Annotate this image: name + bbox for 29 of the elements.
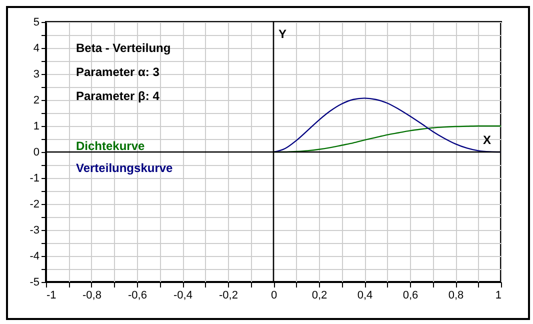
x-tick-label: 1 — [495, 290, 502, 302]
y-tick-label: -1 — [30, 172, 40, 184]
y-tick-label: -2 — [30, 198, 40, 210]
x-tick-label: 0,4 — [357, 290, 373, 302]
text: Verteilungskurve — [76, 161, 174, 175]
annotation: Parameter β: 4 — [76, 89, 160, 103]
y-tick-label: 2 — [33, 94, 40, 106]
y-tick-label: 4 — [33, 42, 40, 54]
x-tick-label: -0,6 — [128, 290, 147, 302]
x-tick-label: 0 — [270, 290, 278, 302]
text: Dichtekurve — [76, 139, 146, 153]
x-tick-label: -0,2 — [219, 290, 238, 302]
y-tick-label: -4 — [30, 250, 40, 262]
x-tick-label: -1 — [46, 290, 56, 302]
x-tick-label: -0,4 — [174, 290, 192, 302]
x-tick-label: 0,8 — [448, 290, 464, 302]
y-tick-label: 3 — [33, 68, 40, 80]
y-tick-label: 1 — [33, 120, 40, 132]
x-tick-label: 0,2 — [312, 290, 328, 302]
y-tick-label: -3 — [30, 224, 40, 236]
annotation: Beta - Verteilung — [76, 41, 171, 55]
y-axis-title: Y — [278, 27, 287, 41]
x-axis-title: X — [483, 133, 492, 147]
x-tick-label: -0,8 — [82, 290, 102, 302]
y-tick-label: 0 — [33, 146, 40, 158]
annotation: Parameter α: 3 — [76, 65, 160, 79]
y-tick-label: -5 — [30, 276, 40, 288]
x-tick-label: 0,6 — [402, 290, 418, 302]
y-tick-label: 5 — [33, 16, 40, 28]
